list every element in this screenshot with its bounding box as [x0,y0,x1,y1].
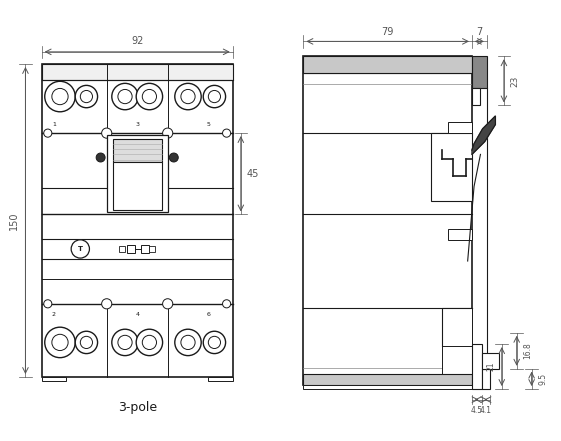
Text: 23: 23 [511,75,519,86]
Circle shape [136,329,163,355]
Text: 1: 1 [52,122,56,127]
Bar [107,135,168,213]
Text: 6: 6 [206,312,210,317]
Circle shape [142,90,157,104]
Text: 4.1: 4.1 [480,406,492,415]
Text: 5: 5 [206,122,210,127]
Bar [304,56,472,73]
Bar [481,353,499,369]
Circle shape [80,90,93,103]
Circle shape [223,129,231,137]
Bar [472,56,487,88]
Text: 2: 2 [52,312,56,317]
Bar [472,344,481,389]
Bar [472,88,480,105]
Circle shape [208,336,220,348]
Circle shape [203,331,226,354]
Bar [448,123,472,133]
Text: 45: 45 [247,169,259,179]
Text: 79: 79 [381,27,394,37]
Circle shape [45,327,75,358]
Circle shape [181,335,195,350]
Circle shape [118,335,132,350]
Polygon shape [472,116,495,154]
Circle shape [102,299,112,309]
Circle shape [223,300,231,308]
Circle shape [52,89,68,105]
Text: 16.8: 16.8 [523,342,532,359]
Circle shape [112,329,138,355]
Text: 21: 21 [486,362,495,371]
Bar [208,377,233,381]
Bar [42,377,66,381]
Circle shape [163,299,173,309]
Text: 3: 3 [135,122,139,127]
Circle shape [52,334,68,351]
Circle shape [112,83,138,110]
Bar [453,133,472,144]
Circle shape [75,331,98,354]
Circle shape [75,86,98,108]
Bar [113,139,162,161]
Circle shape [118,90,132,104]
Circle shape [136,83,163,110]
Bar [304,56,472,385]
Bar [304,385,472,389]
Text: 4: 4 [135,312,139,317]
Circle shape [96,153,105,162]
Bar [442,308,472,385]
Bar [431,133,472,201]
Text: 9.5: 9.5 [538,373,547,385]
Circle shape [169,153,178,162]
Circle shape [45,81,75,112]
Bar [304,374,472,385]
Bar [42,64,233,377]
Circle shape [80,336,93,348]
Text: 92: 92 [131,36,144,46]
Text: T: T [78,246,83,252]
Circle shape [203,86,226,108]
Circle shape [175,83,201,110]
Bar [481,369,490,389]
Circle shape [175,329,201,355]
Text: 7: 7 [476,27,482,37]
Circle shape [163,128,173,138]
Circle shape [142,335,157,350]
Text: 4.5: 4.5 [471,406,483,415]
Circle shape [44,129,52,137]
Bar [119,246,125,252]
Bar [127,245,135,253]
Circle shape [71,240,89,258]
Circle shape [181,90,195,104]
Circle shape [44,300,52,308]
Bar [448,229,472,240]
Circle shape [208,90,220,103]
Text: 3-pole: 3-pole [118,401,157,415]
Bar [141,245,149,253]
Text: 150: 150 [10,211,19,230]
Circle shape [102,128,112,138]
Bar [149,246,155,252]
Bar [113,161,162,210]
Bar [42,64,233,80]
